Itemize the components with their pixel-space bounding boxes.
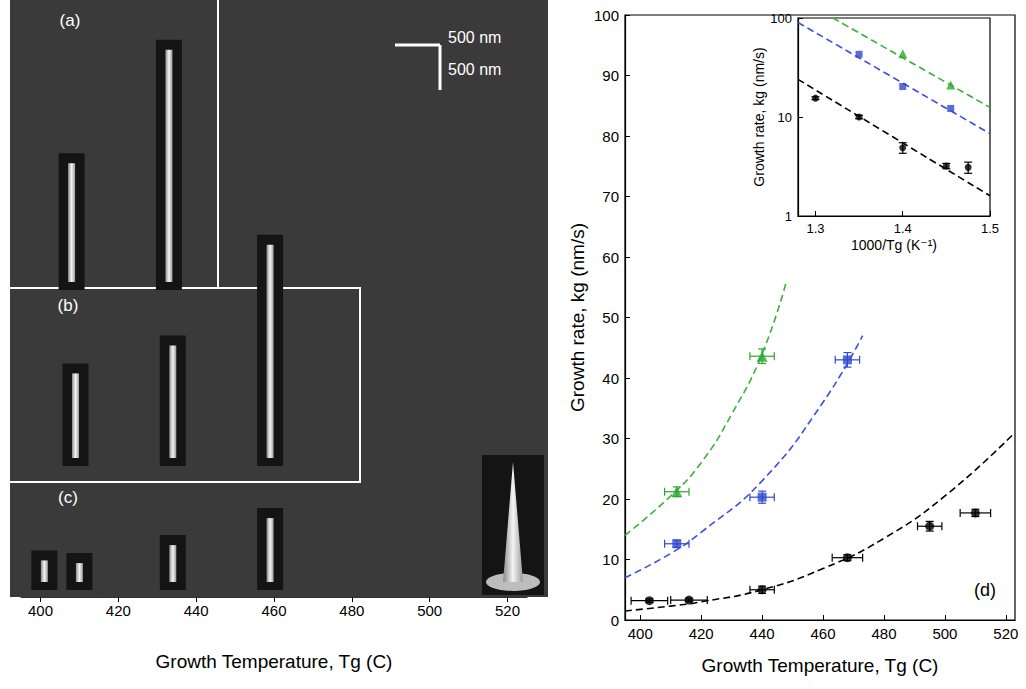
svg-text:1000/Tg (K⁻¹): 1000/Tg (K⁻¹) <box>851 237 937 253</box>
svg-text:10: 10 <box>778 110 792 125</box>
svg-text:(a): (a) <box>60 11 81 30</box>
svg-text:Growth Temperature, Tg (C): Growth Temperature, Tg (C) <box>702 655 939 676</box>
svg-text:50: 50 <box>602 309 619 326</box>
svg-text:1.3: 1.3 <box>806 221 824 236</box>
svg-text:100: 100 <box>770 11 792 26</box>
svg-text:(d): (d) <box>974 580 996 600</box>
svg-text:520: 520 <box>495 602 520 619</box>
svg-text:(c): (c) <box>58 488 78 507</box>
svg-text:480: 480 <box>871 625 896 642</box>
svg-text:440: 440 <box>750 625 775 642</box>
svg-text:440: 440 <box>184 602 209 619</box>
svg-text:1.5: 1.5 <box>981 221 999 236</box>
svg-text:500 nm: 500 nm <box>448 29 501 46</box>
svg-text:1.4: 1.4 <box>894 221 912 236</box>
svg-text:500: 500 <box>417 602 442 619</box>
svg-text:Growth Temperature, Tg (C): Growth Temperature, Tg (C) <box>156 651 393 672</box>
svg-text:420: 420 <box>689 625 714 642</box>
svg-text:10: 10 <box>602 551 619 568</box>
svg-text:480: 480 <box>339 602 364 619</box>
svg-text:400: 400 <box>628 625 653 642</box>
svg-text:0: 0 <box>611 612 619 629</box>
svg-text:1: 1 <box>785 209 792 224</box>
svg-text:460: 460 <box>811 625 836 642</box>
svg-text:70: 70 <box>602 188 619 205</box>
svg-text:80: 80 <box>602 128 619 145</box>
svg-text:30: 30 <box>602 430 619 447</box>
svg-text:460: 460 <box>261 602 286 619</box>
svg-text:(b): (b) <box>58 296 79 315</box>
svg-text:500 nm: 500 nm <box>448 61 501 78</box>
svg-text:20: 20 <box>602 491 619 508</box>
svg-text:420: 420 <box>106 602 131 619</box>
svg-text:60: 60 <box>602 249 619 266</box>
svg-text:520: 520 <box>993 625 1018 642</box>
svg-text:90: 90 <box>602 67 619 84</box>
svg-text:40: 40 <box>602 370 619 387</box>
svg-text:Growth rate, kg (nm/s): Growth rate, kg (nm/s) <box>751 47 767 186</box>
svg-text:500: 500 <box>932 625 957 642</box>
svg-text:100: 100 <box>594 7 619 24</box>
svg-text:400: 400 <box>28 602 53 619</box>
svg-text:Growth rate, kg (nm/s): Growth rate, kg (nm/s) <box>567 223 588 412</box>
